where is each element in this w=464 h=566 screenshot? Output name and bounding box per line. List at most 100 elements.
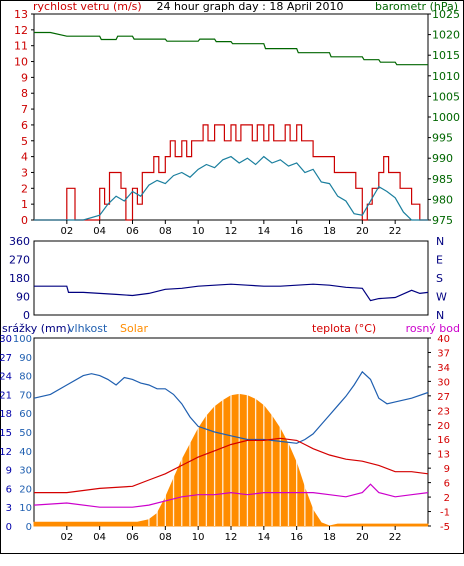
direction-y-tick-label: 270 bbox=[9, 254, 30, 267]
wind-y-tick-label: 2 bbox=[21, 182, 28, 195]
temp-y-tick-label: 20 bbox=[437, 421, 450, 432]
solar-axis-label: Solar bbox=[120, 322, 149, 335]
wind-pressure-plot-area bbox=[33, 13, 429, 221]
precip-y-tick-label: 3 bbox=[6, 503, 12, 514]
wind-y-tick-label: 8 bbox=[21, 87, 28, 100]
temp-y-tick-label: 2 bbox=[444, 493, 450, 504]
wind-y-tick-label: 7 bbox=[21, 103, 28, 116]
direction-compass-label: N bbox=[436, 309, 444, 322]
pressure-y-tick-label: 995 bbox=[432, 132, 453, 145]
humidity-axis-label: vlhkost bbox=[68, 322, 108, 335]
direction-compass-label: N bbox=[436, 235, 444, 248]
humidity-y-tick-label: 80 bbox=[19, 372, 32, 383]
wind-x-tick-label: 08 bbox=[159, 226, 172, 237]
precip-x-tick-label: 06 bbox=[126, 532, 139, 543]
pressure-y-tick-label: 1015 bbox=[432, 49, 460, 62]
direction-compass-label: E bbox=[436, 254, 443, 267]
wind-x-tick-label: 14 bbox=[257, 226, 270, 237]
wind-y-tick-label: 13 bbox=[14, 8, 28, 21]
temp-y-tick-label: 13 bbox=[437, 450, 450, 461]
wind-x-tick-label: 10 bbox=[192, 226, 205, 237]
precip-y-tick-label: 0 bbox=[6, 522, 12, 533]
precip-y-tick-label: 15 bbox=[0, 428, 12, 439]
wind-average-series bbox=[34, 155, 428, 221]
temp-y-tick-label: 16 bbox=[437, 435, 450, 446]
wind-x-tick-label: 02 bbox=[60, 226, 73, 237]
precip-x-tick-label: 10 bbox=[192, 532, 205, 543]
temp-y-tick-label: 9 bbox=[444, 464, 450, 475]
precip-y-tick-label: 6 bbox=[6, 484, 12, 495]
wind-x-tick-label: 06 bbox=[126, 226, 139, 237]
pressure-y-tick-label: 1005 bbox=[432, 90, 460, 103]
dewpoint-series bbox=[33, 483, 429, 508]
humidity-y-tick-label: 20 bbox=[19, 484, 32, 495]
pressure-y-tick-label: 1025 bbox=[432, 8, 460, 21]
precip-y-tick-label: 30 bbox=[0, 334, 12, 345]
wind-x-tick-label: 18 bbox=[323, 226, 336, 237]
wind-y-tick-label: 5 bbox=[21, 135, 28, 148]
precip-x-tick-label: 18 bbox=[323, 532, 336, 543]
pressure-y-tick-label: 1010 bbox=[432, 70, 460, 83]
precip-y-tick-label: 27 bbox=[0, 353, 12, 364]
precip-x-tick-label: 22 bbox=[389, 532, 402, 543]
pressure-y-tick-label: 980 bbox=[432, 193, 453, 206]
wind-direction-series bbox=[34, 283, 429, 302]
humidity-y-tick-label: 100 bbox=[13, 334, 32, 345]
wind-y-tick-label: 9 bbox=[21, 71, 28, 84]
dewpoint-axis-label: rosný bod bbox=[406, 322, 460, 335]
wind-y-tick-label: 1 bbox=[21, 198, 28, 211]
pressure-y-tick-label: 990 bbox=[432, 152, 453, 165]
temp-y-tick-label: 37 bbox=[437, 348, 450, 359]
temp-y-tick-label: 27 bbox=[437, 392, 450, 403]
wind-y-tick-label: 10 bbox=[14, 56, 28, 69]
direction-y-tick-label: 90 bbox=[16, 291, 30, 304]
temp-y-tick-label: -1 bbox=[440, 508, 450, 519]
wind-axis-label: rychlost vetru (m/s) bbox=[33, 0, 142, 13]
wind-y-tick-label: 6 bbox=[21, 119, 28, 132]
pressure-y-tick-label: 975 bbox=[432, 214, 453, 227]
temp-y-tick-label: 34 bbox=[437, 363, 450, 374]
direction-compass-label: S bbox=[436, 272, 443, 285]
direction-y-tick-label: 0 bbox=[23, 309, 30, 322]
wind-direction-plot-area bbox=[33, 240, 429, 316]
wind-y-tick-label: 0 bbox=[21, 214, 28, 227]
wind-gust-series bbox=[34, 124, 428, 221]
wind-y-tick-label: 11 bbox=[14, 40, 28, 53]
temp-y-tick-label: 6 bbox=[444, 479, 450, 490]
precip-x-tick-label: 02 bbox=[60, 532, 73, 543]
precip-x-tick-label: 12 bbox=[225, 532, 238, 543]
temp-y-tick-label: -5 bbox=[440, 522, 450, 533]
humidity-y-tick-label: 10 bbox=[19, 503, 32, 514]
temp-y-tick-label: 23 bbox=[437, 406, 450, 417]
wind-y-tick-label: 12 bbox=[14, 24, 28, 37]
pressure-y-tick-label: 985 bbox=[432, 173, 453, 186]
precip-axis-label: srážky (mm) bbox=[2, 322, 71, 335]
precip-y-tick-label: 18 bbox=[0, 409, 12, 420]
direction-y-tick-label: 180 bbox=[9, 272, 30, 285]
wind-y-tick-label: 3 bbox=[21, 166, 28, 179]
humidity-series bbox=[33, 370, 429, 444]
pressure-series bbox=[34, 31, 428, 66]
pressure-axis-label: barometr (hPa) bbox=[375, 0, 458, 13]
wind-x-tick-label: 20 bbox=[356, 226, 369, 237]
precip-y-tick-label: 24 bbox=[0, 372, 12, 383]
humidity-y-tick-label: 30 bbox=[19, 466, 32, 477]
precip-y-tick-label: 21 bbox=[0, 390, 12, 401]
chart-title: 24 hour graph day : 18 April 2010 bbox=[157, 0, 344, 13]
wind-x-tick-label: 16 bbox=[290, 226, 303, 237]
wind-x-tick-label: 12 bbox=[225, 226, 238, 237]
temperature-axis-label: teplota (°C) bbox=[312, 322, 376, 335]
wind-x-tick-label: 04 bbox=[93, 226, 106, 237]
humidity-y-tick-label: 90 bbox=[19, 353, 32, 364]
precip-x-tick-label: 08 bbox=[159, 532, 172, 543]
precip-x-tick-label: 14 bbox=[257, 532, 270, 543]
humidity-y-tick-label: 0 bbox=[26, 522, 32, 533]
pressure-y-tick-label: 1020 bbox=[432, 29, 460, 42]
humidity-y-tick-label: 70 bbox=[19, 390, 32, 401]
humidity-y-tick-label: 60 bbox=[19, 409, 32, 420]
precip-x-tick-label: 16 bbox=[290, 532, 303, 543]
humidity-y-tick-label: 50 bbox=[19, 428, 32, 439]
humidity-y-tick-label: 40 bbox=[19, 447, 32, 458]
